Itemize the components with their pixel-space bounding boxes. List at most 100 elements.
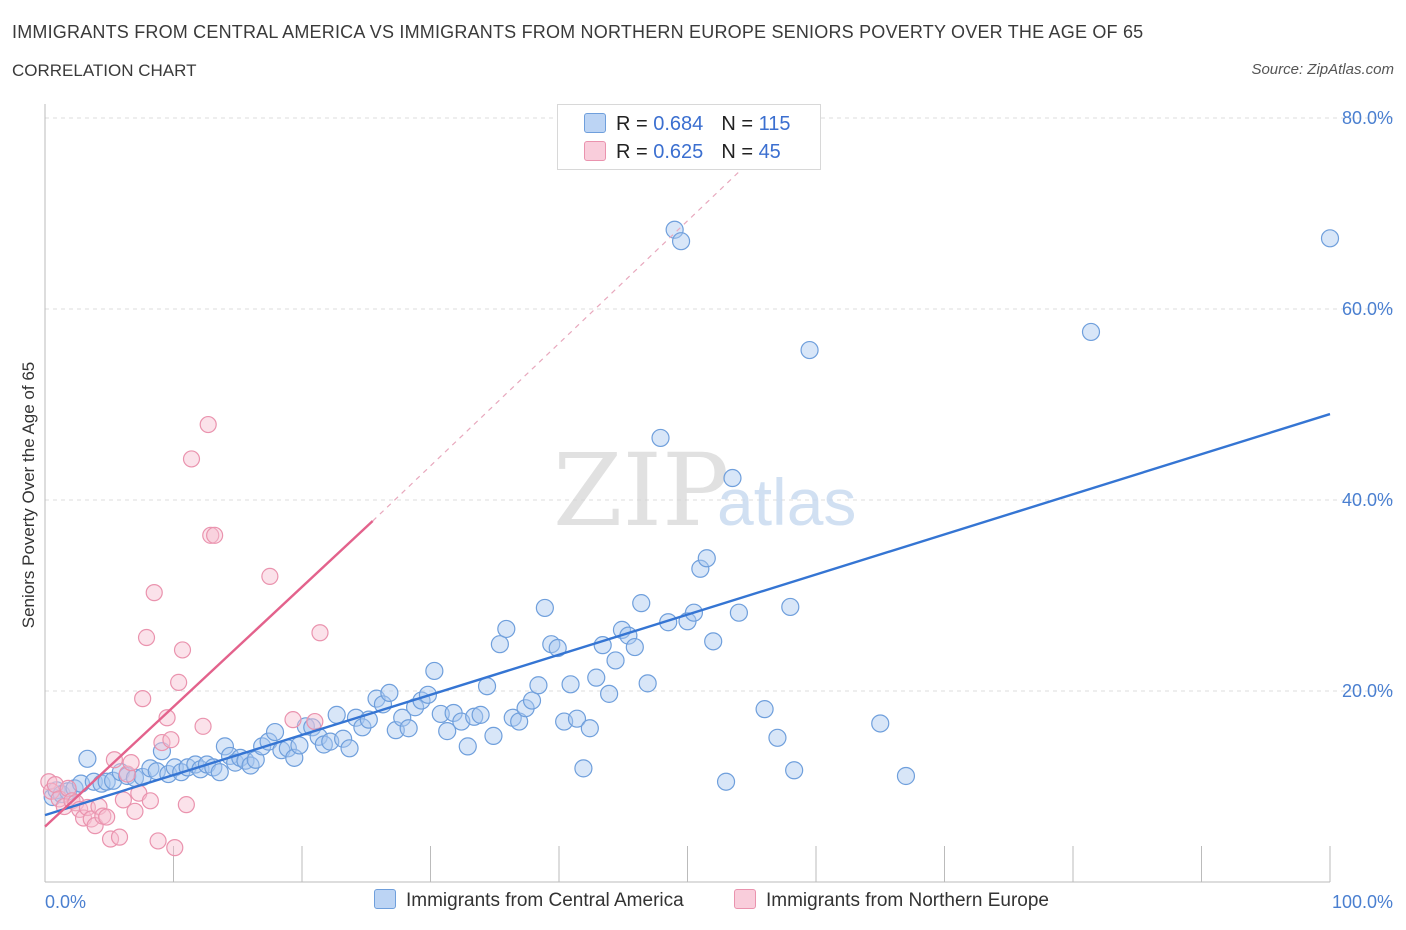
series-legend-central-america: Immigrants from Central America	[374, 889, 684, 912]
watermark-zip: ZIP	[553, 432, 729, 549]
point-northern-europe	[134, 690, 152, 708]
point-central-america	[755, 700, 774, 719]
point-central-america	[729, 603, 749, 622]
correlation-legend: R = 0.684 N = 115 R = 0.625 N = 45	[557, 104, 821, 170]
series-name: Immigrants from Northern Europe	[766, 890, 1049, 911]
legend-r-label: R =	[616, 113, 654, 135]
point-northern-europe	[110, 828, 129, 846]
point-northern-europe	[162, 731, 180, 749]
point-central-america	[458, 737, 477, 756]
point-central-america	[1320, 229, 1340, 248]
point-central-america	[353, 718, 372, 737]
point-northern-europe	[284, 711, 302, 729]
legend-row-northern-europe: R = 0.625 N = 45	[584, 141, 781, 164]
legend-r-label: R =	[616, 141, 654, 163]
legend-r-value: 0.684	[653, 113, 704, 135]
point-central-america	[671, 232, 691, 251]
y-tick-label: 60.0%	[1342, 299, 1393, 319]
chart-title: IMMIGRANTS FROM CENTRAL AMERICA VS IMMIG…	[12, 22, 1144, 42]
point-central-america	[567, 709, 587, 728]
point-central-america	[697, 549, 716, 568]
y-tick-label: 20.0%	[1342, 681, 1393, 701]
point-northern-europe	[306, 712, 324, 731]
point-central-america	[210, 763, 229, 782]
legend-swatch-pink	[584, 141, 606, 161]
point-central-america	[704, 632, 723, 651]
series-swatch-pink	[734, 889, 756, 909]
point-central-america	[800, 340, 819, 360]
point-central-america	[215, 737, 234, 756]
point-northern-europe	[141, 792, 159, 810]
tick-labels: 20.0% 40.0% 60.0% 80.0% 0.0% 100.0%	[45, 108, 1393, 912]
point-central-america	[484, 726, 503, 745]
point-northern-europe	[206, 526, 224, 544]
point-central-america	[638, 674, 657, 693]
point-central-america	[497, 619, 516, 639]
point-central-america	[561, 675, 580, 694]
point-central-america	[265, 722, 285, 742]
point-northern-europe	[177, 796, 195, 814]
x-tick-label: 100.0%	[1332, 892, 1393, 912]
point-central-america	[393, 708, 412, 727]
point-northern-europe	[166, 839, 184, 857]
point-northern-europe	[149, 832, 167, 850]
point-central-america	[651, 428, 670, 448]
point-central-america	[723, 468, 742, 488]
point-northern-europe	[311, 624, 329, 642]
point-central-america	[587, 668, 606, 687]
point-northern-europe	[173, 641, 192, 659]
point-central-america	[340, 739, 359, 758]
point-central-america	[1081, 322, 1101, 342]
point-central-america	[785, 761, 804, 780]
x-tick-label: 0.0%	[45, 892, 86, 912]
point-central-america	[625, 637, 644, 657]
axes	[44, 104, 1331, 883]
legend-n-label: N =	[721, 113, 759, 135]
y-axis-label: Seniors Poverty Over the Age of 65	[19, 362, 38, 628]
point-central-america	[327, 705, 346, 724]
point-central-america	[334, 729, 353, 748]
point-central-america	[871, 714, 890, 733]
point-northern-europe	[46, 775, 64, 794]
point-central-america	[380, 683, 399, 703]
chart-subtitle: CORRELATION CHART	[12, 61, 197, 80]
point-northern-europe	[199, 415, 217, 434]
point-central-america	[716, 772, 736, 791]
point-central-america	[896, 766, 916, 786]
point-central-america	[97, 772, 116, 791]
point-northern-europe	[105, 751, 123, 769]
trend-line-central-america	[44, 412, 1331, 817]
series-legend-northern-europe: Immigrants from Northern Europe	[734, 889, 1049, 912]
point-central-america	[78, 749, 97, 768]
y-tick-label: 80.0%	[1342, 108, 1393, 128]
trend-line-northern-europe	[44, 520, 374, 828]
point-central-america	[425, 661, 444, 681]
point-central-america	[606, 651, 625, 670]
point-central-america	[535, 598, 554, 618]
point-northern-europe	[145, 584, 163, 602]
point-northern-europe	[194, 717, 212, 735]
point-central-america	[490, 635, 509, 654]
point-central-america	[781, 597, 800, 617]
point-northern-europe	[98, 808, 116, 826]
trend-lines	[44, 165, 1331, 828]
point-northern-europe	[158, 709, 176, 727]
point-northern-europe	[137, 628, 156, 647]
legend-r-value: 0.625	[653, 141, 704, 163]
point-northern-europe	[170, 673, 188, 692]
watermark-atlas: atlas	[717, 465, 856, 539]
point-northern-europe	[182, 450, 201, 468]
point-central-america	[548, 638, 567, 658]
point-central-america	[438, 722, 457, 741]
point-central-america	[632, 594, 651, 613]
series-name: Immigrants from Central America	[406, 890, 684, 911]
point-central-america	[665, 220, 684, 239]
point-central-america	[241, 756, 260, 775]
y-tick-label: 40.0%	[1342, 490, 1393, 510]
point-central-america	[431, 704, 450, 724]
point-northern-europe	[261, 567, 279, 586]
point-central-america	[465, 707, 484, 726]
point-central-america	[529, 676, 548, 695]
legend-swatch-blue	[584, 113, 606, 133]
legend-n-value: 45	[758, 141, 781, 163]
